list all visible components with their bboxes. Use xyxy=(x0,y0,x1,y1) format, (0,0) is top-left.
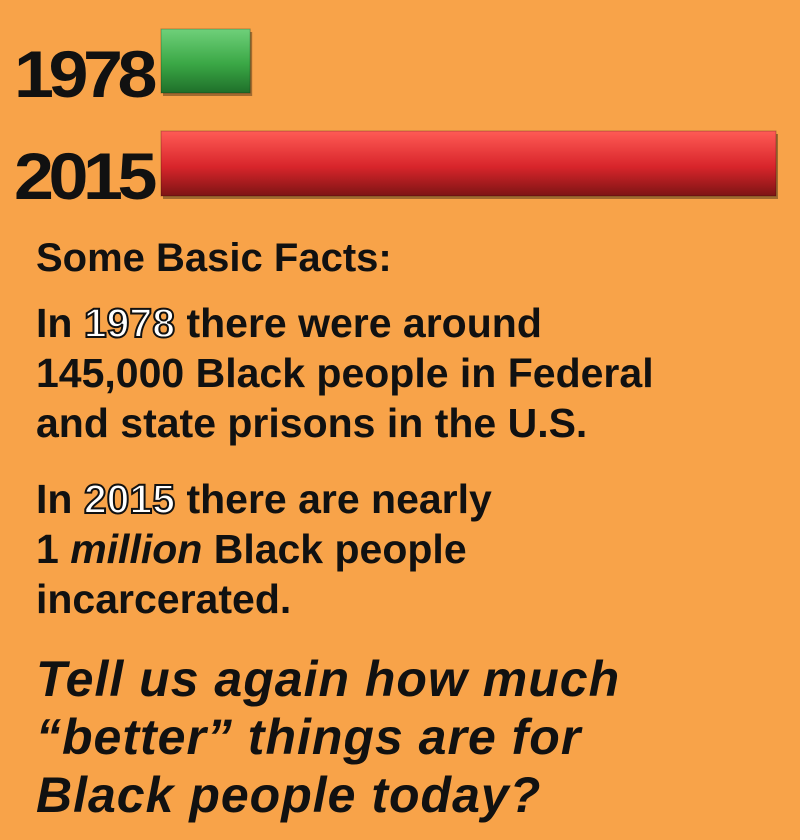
fact-2015-year: 2015 xyxy=(83,475,176,523)
fact-1978: In 1978 there were around 145,000 Black … xyxy=(36,298,780,448)
fact-1978-prefix: In xyxy=(36,300,84,346)
fact-2015-line-2-rest: Black people xyxy=(202,526,467,572)
fact-1978-line-3: and state prisons in the U.S. xyxy=(36,400,588,446)
fact-1978-line-2: 145,000 Black people in Federal xyxy=(36,350,654,396)
fact-2015-emphasis: million xyxy=(70,526,203,572)
closing-question: Tell us again how much “better” things a… xyxy=(36,650,780,824)
fact-2015-line-1-rest: there are nearly xyxy=(175,476,492,522)
fact-2015-number: 1 xyxy=(36,526,71,572)
bar-label-2015: 2015 xyxy=(14,139,156,210)
bar-2015 xyxy=(160,130,777,197)
fact-2015-line-1: In 2015 there are nearly xyxy=(36,474,780,524)
facts-heading: Some Basic Facts: xyxy=(36,236,392,280)
bar-label-1978: 1978 xyxy=(14,37,156,111)
closing-line-2: “better” things are for xyxy=(36,709,582,765)
fact-2015-line-2: 1 million Black people xyxy=(36,524,780,574)
fact-2015-prefix: In xyxy=(36,476,84,522)
closing-line-1: Tell us again how much xyxy=(36,651,621,707)
fact-1978-line-1: In 1978 there were around xyxy=(36,298,780,348)
bar-1978 xyxy=(160,28,251,94)
closing-line-3: Black people today? xyxy=(36,767,542,823)
fact-2015-line-3: incarcerated. xyxy=(36,576,292,622)
fact-1978-line-1-rest: there were around xyxy=(175,300,542,346)
fact-2015: In 2015 there are nearly 1 million Black… xyxy=(36,474,780,624)
fact-1978-year: 1978 xyxy=(83,299,176,347)
bar-chart: 1978 2015 xyxy=(14,28,778,210)
